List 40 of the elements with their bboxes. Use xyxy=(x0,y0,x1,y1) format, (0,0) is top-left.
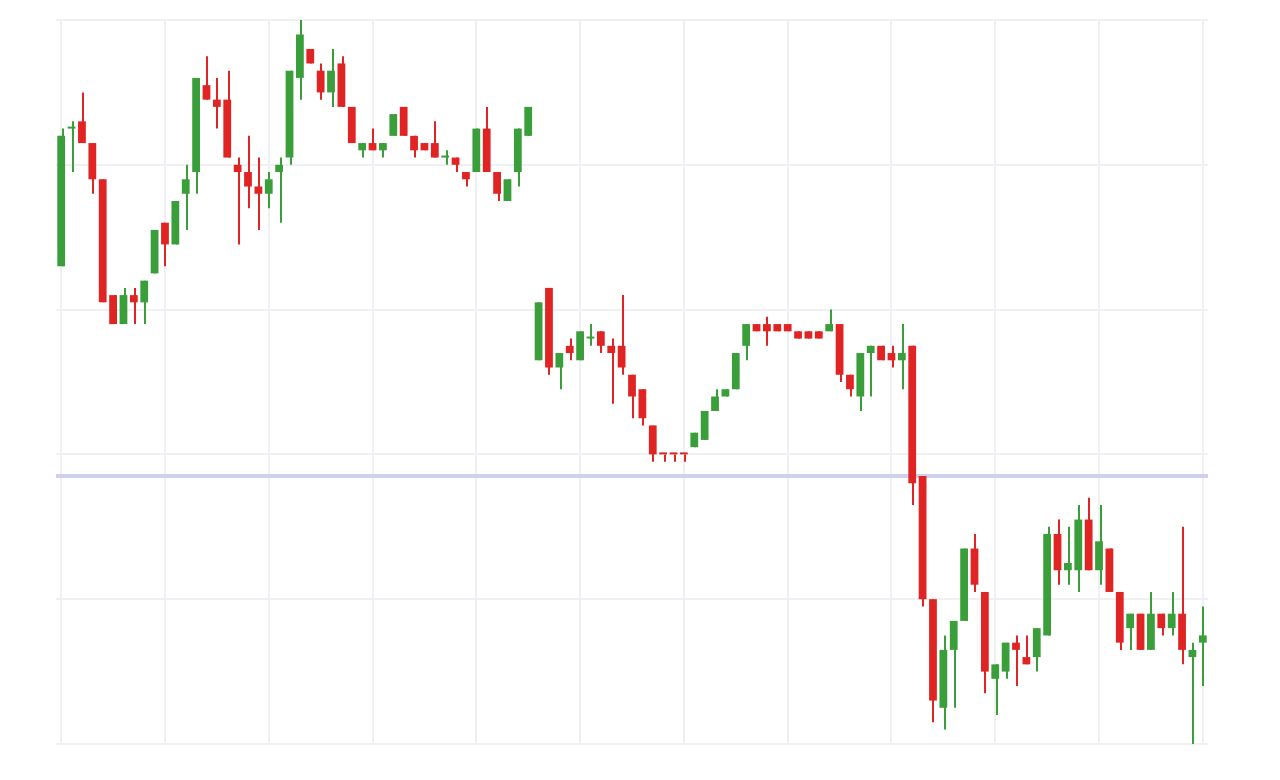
candlestick xyxy=(129,286,138,326)
candlestick xyxy=(555,352,564,391)
candlestick xyxy=(399,105,408,137)
candlestick xyxy=(441,149,450,166)
candlestick xyxy=(389,113,398,137)
candlestick xyxy=(1095,504,1103,586)
candlestick xyxy=(897,323,906,391)
candlestick xyxy=(1178,525,1186,666)
candlestick xyxy=(264,171,273,210)
candlestick xyxy=(316,62,325,101)
candlestick xyxy=(565,337,574,362)
candlestick xyxy=(327,47,335,108)
candlestick xyxy=(949,619,958,709)
candlestick xyxy=(244,134,252,210)
candlestick xyxy=(171,200,180,246)
candlestick xyxy=(161,221,169,268)
candlestick xyxy=(856,352,865,412)
candlestick xyxy=(337,55,346,108)
candlestick xyxy=(1022,634,1031,666)
candlestick xyxy=(275,156,284,224)
candlestick xyxy=(1198,605,1207,688)
candlestick xyxy=(233,156,242,246)
candlestick xyxy=(482,105,491,174)
candlestick xyxy=(866,344,875,398)
candlestick xyxy=(181,163,190,231)
candlestick xyxy=(1167,590,1176,637)
candlestick xyxy=(731,352,740,391)
candlestick xyxy=(596,330,605,355)
candlestick xyxy=(1126,612,1135,651)
candlestick xyxy=(88,142,97,195)
candlestick xyxy=(254,156,263,231)
candlestick xyxy=(493,171,501,202)
candlestick xyxy=(711,388,719,412)
candlestick xyxy=(1147,590,1155,651)
candlestick xyxy=(140,279,149,326)
candlestick xyxy=(202,55,211,101)
candlestick xyxy=(119,286,128,326)
candlestick xyxy=(78,91,86,145)
candlestick xyxy=(1012,634,1020,688)
candlestick xyxy=(742,323,751,362)
